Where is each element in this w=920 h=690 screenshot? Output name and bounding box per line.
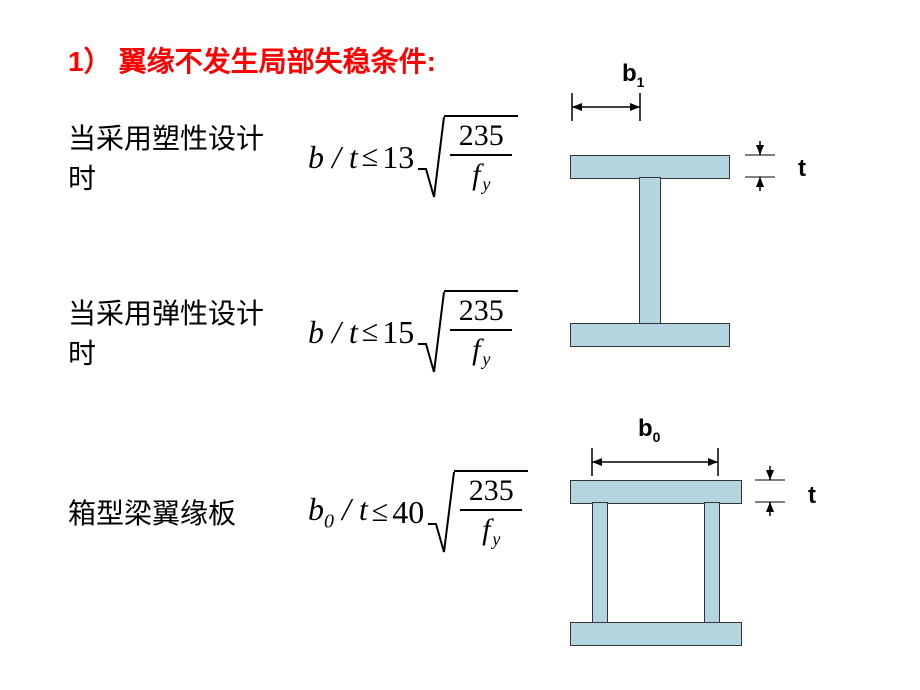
formula-3: b0 / t ≤ 40 235 fy bbox=[308, 470, 528, 554]
dim-b1-arrows-icon bbox=[570, 93, 750, 133]
title-number: 1 bbox=[68, 46, 84, 77]
formula-row-elastic: 当采用弹性设计时 b / t ≤ 15 235 fy bbox=[68, 290, 518, 374]
label-elastic: 当采用弹性设计时 bbox=[68, 292, 288, 372]
formula-row-plastic: 当采用塑性设计时 b / t ≤ 13 235 fy bbox=[68, 115, 518, 199]
dim-t-ibeam: t bbox=[798, 155, 806, 183]
title-paren: ） bbox=[84, 47, 112, 78]
title-text: 翼缘不发生局部失稳条件: bbox=[119, 46, 436, 77]
box-top-flange bbox=[570, 480, 742, 504]
dim-b0: b0 bbox=[638, 415, 660, 445]
formula-row-box: 箱型梁翼缘板 b0 / t ≤ 40 235 fy bbox=[68, 470, 528, 554]
box-bottom-flange bbox=[570, 622, 742, 646]
sqrt-icon bbox=[416, 290, 444, 374]
formula-2: b / t ≤ 15 235 fy bbox=[308, 290, 518, 374]
sqrt-icon bbox=[416, 115, 444, 199]
section-title: 1） 翼缘不发生局部失稳条件: bbox=[68, 40, 436, 80]
dim-t2-arrows-icon bbox=[755, 460, 795, 530]
ibeam-diagram: b1 t bbox=[570, 65, 850, 345]
box-web-right bbox=[704, 502, 720, 624]
bottom-flange bbox=[570, 323, 730, 347]
dim-t1-arrows-icon bbox=[745, 135, 785, 205]
dim-t-box: t bbox=[808, 482, 816, 510]
formula-1: b / t ≤ 13 235 fy bbox=[308, 115, 518, 199]
top-flange bbox=[570, 155, 730, 179]
box-diagram: b0 t bbox=[570, 420, 850, 660]
label-box: 箱型梁翼缘板 bbox=[68, 492, 288, 532]
web bbox=[639, 177, 661, 325]
box-web-left bbox=[592, 502, 608, 624]
dim-b1: b1 bbox=[622, 60, 644, 90]
label-plastic: 当采用塑性设计时 bbox=[68, 117, 288, 197]
sqrt-icon bbox=[426, 470, 454, 554]
